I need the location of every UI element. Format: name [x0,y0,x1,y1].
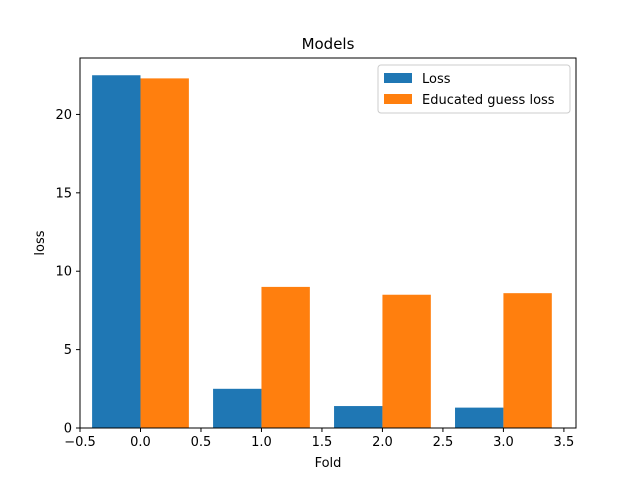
legend: Loss Educated guess loss [377,64,571,114]
y-tick-label: 15 [55,186,72,201]
bar-educated-guess-loss-fold-1 [261,286,310,428]
bar-loss-fold-2 [334,406,383,428]
x-tick-label: 2.0 [372,435,393,450]
bar-educated-guess-loss-fold-2 [382,294,431,428]
bar-educated-guess-loss-fold-3 [503,293,552,428]
x-tick-label: 0.0 [130,435,151,450]
bar-loss-fold-3 [455,407,504,428]
y-axis-label: loss [33,230,48,255]
x-tick-label: 3.5 [554,435,575,450]
legend-box [377,64,571,114]
bar-loss-fold-0 [92,75,141,429]
y-tick-label: 0 [64,422,72,437]
legend-label: Educated guess loss [422,93,555,108]
y-tick-label: 5 [64,343,72,358]
x-tick-label: 3.0 [493,435,514,450]
y-axis: 0 5 10 15 20 [55,108,80,437]
x-axis: −0.5 0.0 0.5 1.0 1.5 2.0 2.5 3.0 3.5 [64,428,574,450]
x-tick-label: 1.0 [251,435,272,450]
x-tick-label: 1.5 [312,435,333,450]
x-tick-label: −0.5 [64,435,96,450]
legend-label: Loss [422,72,451,87]
x-tick-label: 0.5 [191,435,212,450]
bars-layer [92,75,552,429]
bar-loss-fold-1 [213,388,262,428]
legend-swatch [384,73,412,83]
y-tick-label: 10 [55,265,72,280]
y-tick-label: 20 [55,108,72,123]
x-tick-label: 2.5 [433,435,454,450]
legend-swatch [384,94,412,104]
chart-title: Models [302,35,355,53]
x-axis-label: Fold [315,456,342,471]
bar-educated-guess-loss-fold-0 [140,78,189,429]
plot-frame [79,57,577,429]
